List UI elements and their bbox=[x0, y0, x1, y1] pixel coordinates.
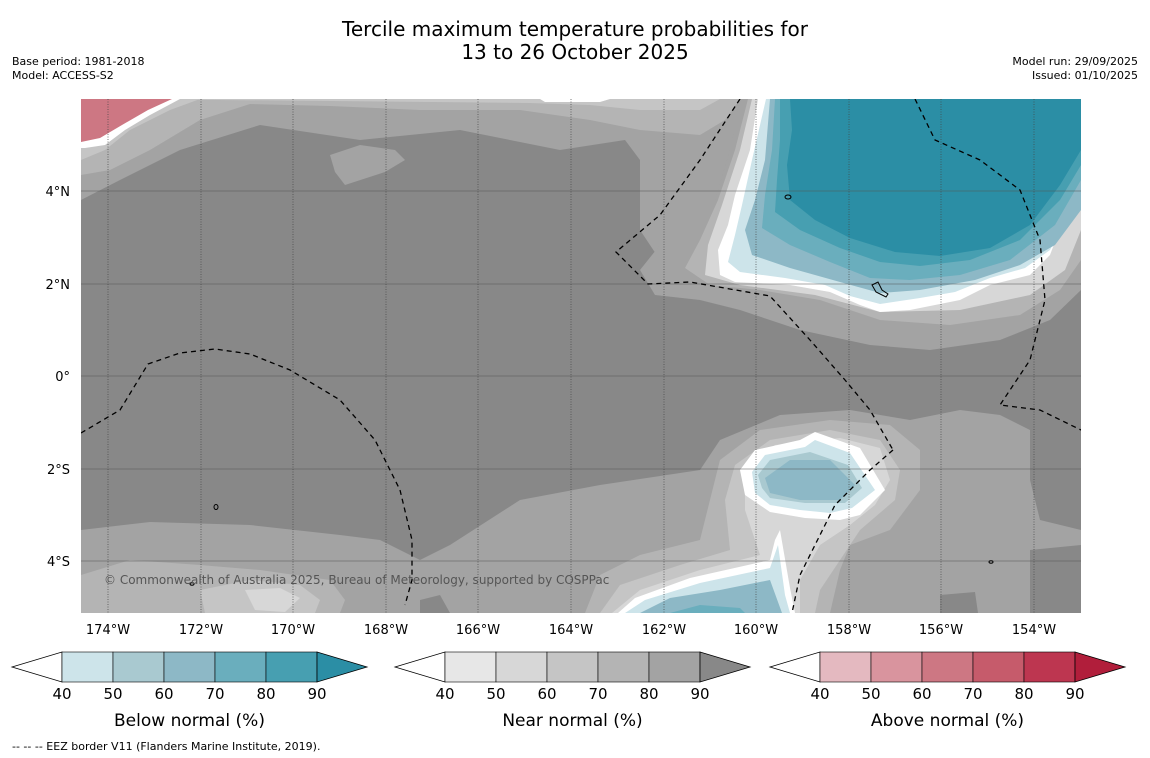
colorbar-tick-label: 70 bbox=[963, 685, 982, 703]
lon-label: 156°W bbox=[919, 623, 963, 638]
lon-label: 168°W bbox=[364, 623, 408, 638]
near-south-90-b bbox=[940, 592, 978, 613]
colorbar-segment bbox=[870, 651, 923, 683]
lon-label: 174°W bbox=[86, 623, 130, 638]
lat-label: 4°S bbox=[47, 555, 70, 570]
colorbar-segment bbox=[648, 651, 701, 683]
colorbar-tick-label: 50 bbox=[103, 685, 122, 703]
near-70-north bbox=[81, 99, 760, 260]
eez-borders bbox=[81, 99, 1081, 613]
colorbar-low-extension bbox=[10, 651, 63, 683]
probability-field bbox=[81, 99, 1081, 613]
colorbar-segment bbox=[214, 651, 267, 683]
lon-label: 158°W bbox=[827, 623, 871, 638]
colorbar-title: Above normal (%) bbox=[871, 711, 1024, 731]
lon-label: 162°W bbox=[642, 623, 686, 638]
colorbar-segment bbox=[819, 651, 872, 683]
colorbar-tick-label: 80 bbox=[1014, 685, 1033, 703]
lat-label: 2°N bbox=[46, 278, 71, 293]
lat-gridlines bbox=[81, 190, 1081, 562]
colorbar-tick-label: 90 bbox=[1065, 685, 1084, 703]
above-70-patch bbox=[81, 99, 172, 142]
lon-label: 170°W bbox=[271, 623, 315, 638]
colorbar-segment bbox=[112, 651, 165, 683]
colorbar-tick-label: 80 bbox=[639, 685, 658, 703]
meta-right: Model run: 29/09/2025 Issued: 01/10/2025 bbox=[1012, 55, 1138, 83]
lon-label: 164°W bbox=[549, 623, 593, 638]
colorbar-segment bbox=[163, 651, 216, 683]
colorbar-tick-label: 90 bbox=[690, 685, 709, 703]
near-south-90-c bbox=[420, 595, 450, 613]
map-title: Tercile maximum temperature probabilitie… bbox=[275, 18, 875, 64]
colorbar-segment bbox=[972, 651, 1025, 683]
colorbar-segment bbox=[921, 651, 974, 683]
colorbar-tick-label: 40 bbox=[52, 685, 71, 703]
meta-left: Base period: 1981-2018 Model: ACCESS-S2 bbox=[12, 55, 144, 83]
colorbar-title: Below normal (%) bbox=[114, 711, 265, 731]
colorbar-tick-label: 60 bbox=[912, 685, 931, 703]
colorbar-tick-label: 40 bbox=[810, 685, 829, 703]
lat-label: 2°S bbox=[47, 463, 70, 478]
colorbar-tick-label: 50 bbox=[486, 685, 505, 703]
title-line-2: 13 to 26 October 2025 bbox=[461, 40, 689, 64]
colorbar-tick-label: 70 bbox=[588, 685, 607, 703]
colorbar-segment bbox=[61, 651, 114, 683]
near-south-50 bbox=[245, 588, 300, 612]
model-run: Model run: 29/09/2025 bbox=[1012, 55, 1138, 68]
lon-gridlines bbox=[107, 99, 1035, 613]
below-sc-60-a bbox=[640, 580, 782, 613]
colorbar-0: 40 50 60 70 80 90 Below normal (%) bbox=[10, 651, 369, 731]
colorbar-low-extension bbox=[393, 651, 446, 683]
colorbar-segment bbox=[444, 651, 497, 683]
near-south-90-a bbox=[1030, 545, 1081, 613]
title-line-1: Tercile maximum temperature probabilitie… bbox=[342, 17, 808, 41]
colorbar-1: 40 50 60 70 80 90 Near normal (%) bbox=[393, 651, 752, 731]
colorbar-tick-label: 60 bbox=[154, 685, 173, 703]
lon-label: 172°W bbox=[179, 623, 223, 638]
colorbar-segment bbox=[597, 651, 650, 683]
colorbar-high-extension bbox=[1074, 651, 1127, 683]
issued-date: Issued: 01/10/2025 bbox=[1031, 69, 1138, 82]
colorbar-tick-label: 50 bbox=[861, 685, 880, 703]
colorbar-high-extension bbox=[316, 651, 369, 683]
below-sc-60-b bbox=[765, 460, 855, 500]
eez-footnote: -- -- -- EEZ border V11 (Flanders Marine… bbox=[12, 740, 321, 753]
lat-label: 4°N bbox=[46, 185, 71, 200]
forecast-map: 4°N 2°N 0° 2°S 4°S 174°W 172°W 170°W 168… bbox=[10, 99, 1127, 731]
colorbar-segment bbox=[495, 651, 548, 683]
colorbar-segment bbox=[546, 651, 599, 683]
model-name: Model: ACCESS-S2 bbox=[12, 69, 114, 82]
colorbar-segment bbox=[1023, 651, 1076, 683]
near-40-north bbox=[540, 99, 610, 102]
colorbar-tick-label: 90 bbox=[307, 685, 326, 703]
colorbar-tick-label: 40 bbox=[435, 685, 454, 703]
colorbar-high-extension bbox=[699, 651, 752, 683]
colorbar-tick-label: 70 bbox=[205, 685, 224, 703]
lon-label: 160°W bbox=[734, 623, 778, 638]
lon-label: 154°W bbox=[1012, 623, 1056, 638]
colorbars: 40 50 60 70 80 90 Below normal (%) 40 50 60 70 80 90… bbox=[10, 651, 1127, 731]
colorbar-title: Near normal (%) bbox=[502, 711, 642, 731]
copyright-notice: © Commonwealth of Australia 2025, Bureau… bbox=[104, 573, 609, 587]
below-sc-70-a bbox=[670, 605, 745, 613]
colorbar-tick-label: 60 bbox=[537, 685, 556, 703]
islands bbox=[189, 194, 994, 586]
lon-axis-labels: 174°W 172°W 170°W 168°W 166°W 164°W 162°… bbox=[86, 623, 1056, 638]
colorbar-2: 40 50 60 70 80 90 Above normal (%) bbox=[768, 651, 1127, 731]
lon-label: 166°W bbox=[456, 623, 500, 638]
below-90-area bbox=[787, 99, 1081, 256]
lat-axis-labels: 4°N 2°N 0° 2°S 4°S bbox=[46, 185, 71, 570]
colorbar-segment bbox=[265, 651, 318, 683]
colorbar-tick-label: 80 bbox=[256, 685, 275, 703]
lat-label: 0° bbox=[55, 370, 70, 385]
base-period: Base period: 1981-2018 bbox=[12, 55, 145, 68]
colorbar-low-extension bbox=[768, 651, 821, 683]
